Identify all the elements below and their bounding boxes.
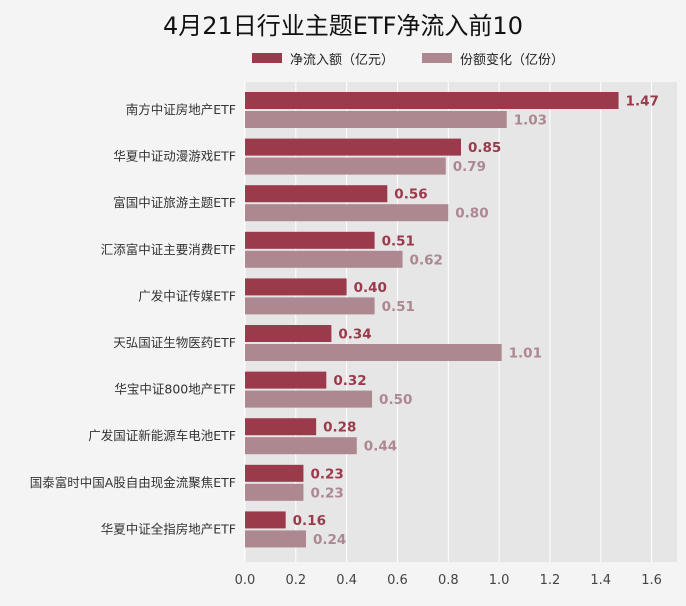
x-tick-label: 0.0 — [235, 573, 256, 588]
legend-swatch-share-change — [422, 53, 453, 63]
data-label-share-change: 1.01 — [509, 346, 542, 362]
category-label: 华夏中证全指房地产ETF — [101, 521, 236, 536]
category-label: 华夏中证动漫游戏ETF — [113, 149, 236, 164]
bar-net-inflow — [245, 185, 388, 203]
bar-net-inflow — [245, 92, 619, 109]
legend-item-share-change: 份额变化（亿份） — [422, 49, 564, 68]
data-label-net-inflow: 0.34 — [338, 327, 371, 343]
chart-title: 4月21日行业主题ETF净流入前10 — [163, 12, 523, 40]
category-label: 南方中证房地产ETF — [126, 102, 236, 117]
x-tick-label: 0.2 — [285, 573, 306, 588]
data-label-share-change: 0.23 — [310, 485, 343, 501]
data-label-net-inflow: 0.28 — [323, 420, 356, 436]
data-label-net-inflow: 0.56 — [394, 187, 427, 203]
x-tick-label: 0.6 — [387, 573, 408, 588]
legend-label-net-inflow: 净流入额（亿元） — [290, 52, 395, 68]
bar-share-change — [245, 297, 375, 315]
bar-net-inflow — [245, 138, 461, 156]
data-label-share-change: 0.50 — [379, 392, 412, 408]
category-label: 广发中证传媒ETF — [138, 288, 236, 303]
data-label-share-change: 0.24 — [313, 532, 346, 548]
category-label: 华宝中证800地产ETF — [114, 382, 236, 397]
bar-net-inflow — [245, 278, 347, 296]
data-label-net-inflow: 1.47 — [626, 94, 659, 110]
data-label-net-inflow: 0.16 — [293, 513, 326, 529]
x-tick-label: 1.0 — [489, 573, 510, 588]
chart-legend: 净流入额（亿元） 份额变化（亿份） — [252, 48, 592, 68]
x-tick-label: 1.2 — [540, 573, 561, 588]
bar-share-change — [245, 390, 373, 408]
bar-net-inflow — [245, 418, 317, 436]
data-label-share-change: 0.44 — [364, 439, 397, 455]
bar-share-change — [245, 157, 446, 175]
bar-net-inflow — [245, 325, 332, 343]
bar-share-change — [245, 530, 306, 548]
legend-item-net-inflow: 净流入额（亿元） — [252, 49, 394, 68]
bar-share-change — [245, 344, 502, 362]
bar-share-change — [245, 483, 304, 501]
category-label: 天弘国证生物医药ETF — [113, 335, 236, 350]
data-label-net-inflow: 0.85 — [468, 140, 501, 156]
bar-net-inflow — [245, 511, 286, 529]
data-label-share-change: 0.79 — [453, 159, 486, 175]
legend-swatch-net-inflow — [252, 53, 282, 63]
data-label-net-inflow: 0.40 — [354, 280, 387, 296]
data-label-share-change: 0.51 — [382, 299, 415, 315]
bar-net-inflow — [245, 371, 327, 389]
bar-share-change — [245, 204, 449, 222]
data-label-share-change: 1.03 — [514, 113, 547, 129]
x-tick-label: 0.8 — [438, 573, 459, 588]
bar-share-change — [245, 111, 507, 128]
x-tick-label: 1.4 — [590, 573, 611, 588]
category-label: 汇添富中证主要消费ETF — [101, 242, 236, 257]
bar-net-inflow — [245, 231, 375, 249]
bar-share-change — [245, 437, 357, 455]
data-label-net-inflow: 0.23 — [310, 466, 343, 482]
bar-share-change — [245, 250, 403, 268]
category-label: 富国中证旅游主题ETF — [113, 195, 236, 210]
data-label-share-change: 0.80 — [455, 206, 488, 222]
data-label-net-inflow: 0.32 — [333, 373, 366, 389]
data-label-net-inflow: 0.51 — [382, 233, 415, 249]
x-tick-label: 0.4 — [336, 573, 357, 588]
bar-net-inflow — [245, 464, 304, 482]
category-label: 广发国证新能源车电池ETF — [88, 428, 236, 443]
category-label: 国泰富时中国A股自由现金流聚焦ETF — [30, 475, 236, 490]
data-label-share-change: 0.62 — [410, 252, 443, 268]
legend-label-share-change: 份额变化（亿份） — [460, 52, 565, 68]
x-tick-label: 1.6 — [641, 573, 662, 588]
